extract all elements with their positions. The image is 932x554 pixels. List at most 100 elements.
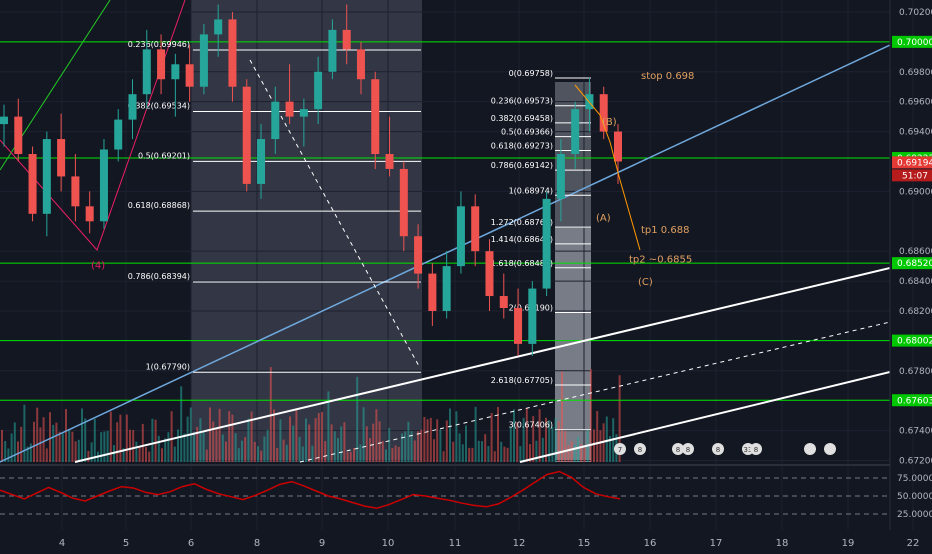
event-marker-label: 8 [686, 446, 690, 454]
x-axis-tick-label: 8 [254, 538, 260, 549]
volume-bar [157, 435, 160, 462]
volume-bar [532, 416, 535, 462]
volume-bar [573, 444, 576, 462]
volume-bar [90, 442, 93, 462]
wave-annotation: stop 0.698 [641, 71, 694, 82]
volume-bar [385, 449, 387, 462]
wave-annotation: tp2 ~0.6855 [629, 255, 692, 266]
volume-bar [132, 430, 135, 462]
volume-bar [516, 422, 519, 462]
candle-body [228, 19, 237, 87]
volume-bar [279, 419, 282, 462]
candle-body [514, 308, 523, 344]
candle-body [28, 154, 37, 214]
volume-bar [177, 429, 179, 462]
volume-bar [599, 430, 602, 462]
channel-line [519, 371, 891, 463]
volume-bar [58, 431, 61, 462]
volume-bar [349, 451, 352, 462]
event-marker-label: 8 [716, 446, 720, 454]
fib-level-label: 1.272(0.68761) [491, 218, 553, 227]
event-marker-label: 8 [676, 446, 680, 454]
candle-body [528, 288, 537, 344]
volume-bar [490, 412, 493, 462]
volume-bar [7, 448, 10, 462]
candle-body [542, 198, 551, 289]
volume-bar [241, 440, 243, 462]
volume-bar [577, 436, 579, 462]
volume-bar [17, 441, 19, 462]
volume-bar [282, 439, 285, 462]
volume-bar [68, 429, 71, 462]
volume-bar [266, 429, 269, 462]
wave-annotation: (C) [638, 277, 653, 288]
volume-bar [346, 451, 349, 462]
volume-bar [26, 446, 29, 462]
event-marker-icon [634, 443, 646, 455]
volume-bar [394, 445, 397, 462]
volume-bar [231, 414, 234, 462]
volume-bar [481, 441, 483, 462]
volume-bar [461, 444, 464, 462]
x-axis-tick-label: 22 [907, 538, 920, 549]
countdown-label: 51:07 [902, 171, 928, 181]
candle-body [456, 206, 465, 267]
fib-level-label: 0.5(0.69201) [138, 151, 190, 160]
volume-bar [225, 441, 227, 462]
volume-bar [426, 419, 429, 462]
candle-body [342, 29, 351, 50]
fib-level-label: 0.786(0.69142) [491, 161, 553, 170]
candle-body [314, 71, 323, 110]
volume-bar [321, 412, 323, 462]
fib-level-label: 0.618(0.68868) [128, 201, 190, 210]
volume-bar [1, 429, 3, 462]
volume-bar [170, 411, 173, 462]
volume-bar [474, 406, 477, 462]
volume-bar [314, 418, 317, 462]
volume-bar [141, 423, 144, 462]
candle-body [199, 34, 208, 87]
volume-bar [253, 441, 256, 462]
candle-body [128, 94, 137, 120]
volume-bar [513, 409, 515, 462]
candle-body [328, 29, 337, 72]
volume-bar [442, 451, 445, 462]
candle-body [271, 101, 280, 140]
volume-bar [580, 444, 583, 462]
volume-bar [593, 429, 595, 462]
x-axis-tick-label: 12 [513, 538, 526, 549]
event-marker-icon [712, 443, 724, 455]
volume-bar [343, 422, 346, 462]
volume-bar [218, 408, 221, 462]
volume-bar [167, 432, 170, 462]
volume-bar [535, 440, 538, 462]
volume-bar [337, 438, 339, 462]
volume-bar [308, 424, 311, 462]
volume-bar [106, 430, 109, 462]
candle-body [428, 273, 437, 311]
volume-bar [567, 445, 570, 462]
volume-bar [538, 409, 541, 462]
fib-level-label: 0.786(0.68394) [128, 272, 190, 281]
volume-bar [135, 441, 138, 462]
event-marker-label: 8 [638, 446, 642, 454]
volume-bar [301, 446, 304, 462]
candle-body [371, 79, 380, 154]
fib-level-label: 1(0.68974) [509, 186, 553, 195]
volume-bar [506, 447, 509, 462]
volume-bar [250, 411, 253, 462]
volume-bar [493, 451, 496, 462]
candle-body [142, 49, 151, 95]
event-marker-label: 7 [618, 446, 622, 454]
volume-bar [151, 418, 154, 462]
fib-level-label: 0.236(0.69573) [491, 97, 553, 106]
